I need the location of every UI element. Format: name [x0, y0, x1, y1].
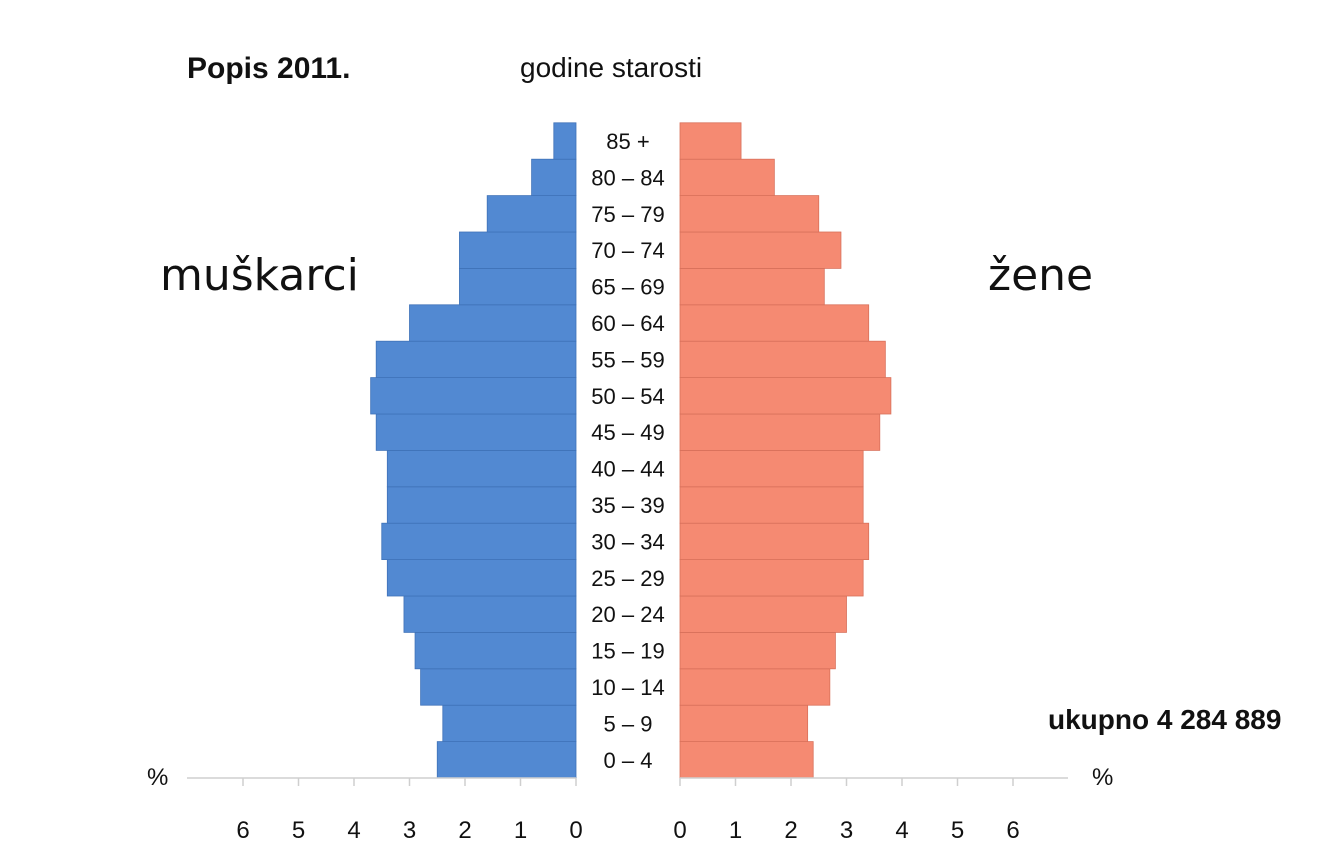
male-bar-7	[386, 486, 577, 524]
female-bar-10	[679, 377, 892, 415]
age-label-2: 10 – 14	[591, 675, 664, 700]
male-bar-8	[386, 449, 577, 488]
age-label-17: 85 +	[606, 129, 649, 154]
female-bar-6	[679, 522, 870, 561]
male-bar-2	[420, 668, 577, 706]
age-label-16: 80 – 84	[591, 165, 664, 190]
male-bar-0	[436, 741, 577, 779]
male-bar-11	[375, 340, 577, 379]
tick-label-left-3: 3	[403, 817, 416, 844]
tick-label-right-2: 2	[784, 817, 797, 844]
unit-label-right: %	[1092, 764, 1114, 791]
male-label: muškarci	[160, 250, 359, 301]
tick-label-left-0: 0	[569, 817, 582, 844]
age-label-15: 75 – 79	[591, 202, 664, 227]
female-bar-5	[679, 559, 864, 597]
female-bar-14	[679, 231, 842, 269]
age-label-12: 60 – 64	[591, 311, 664, 336]
age-label-1: 5 – 9	[604, 711, 653, 736]
age-label-11: 55 – 59	[591, 347, 664, 372]
tick-label-right-5: 5	[951, 817, 964, 844]
tick-label-right-4: 4	[895, 817, 908, 844]
female-bar-8	[679, 449, 864, 488]
female-bar-1	[679, 704, 809, 743]
age-label-5: 25 – 29	[591, 566, 664, 591]
age-label-8: 40 – 44	[591, 457, 664, 482]
tick-label-left-6: 6	[236, 817, 249, 844]
age-label-6: 30 – 34	[591, 529, 664, 554]
male-bar-16	[531, 158, 577, 196]
male-bar-6	[381, 522, 577, 561]
tick-label-right-3: 3	[840, 817, 853, 844]
female-bar-17	[679, 122, 742, 160]
female-bar-15	[679, 195, 820, 233]
female-bar-9	[679, 413, 881, 451]
male-bar-4	[403, 595, 577, 633]
chart-title: Popis 2011.	[187, 52, 351, 85]
female-bar-11	[679, 340, 886, 379]
tick-label-left-1: 1	[514, 817, 527, 844]
female-bar-2	[679, 668, 831, 706]
female-bar-7	[679, 486, 864, 524]
age-label-10: 50 – 54	[591, 384, 664, 409]
tick-label-left-2: 2	[458, 817, 471, 844]
age-axis-title: godine starosti	[520, 52, 703, 83]
age-label-0: 0 – 4	[604, 748, 653, 773]
age-label-14: 70 – 74	[591, 238, 664, 263]
tick-label-left-4: 4	[347, 817, 360, 844]
male-bar-1	[442, 704, 577, 743]
female-bar-13	[679, 267, 825, 306]
unit-label-left: %	[147, 764, 169, 791]
female-bar-12	[679, 304, 870, 342]
total-population: ukupno 4 284 889	[1048, 704, 1282, 735]
male-bar-12	[409, 304, 577, 342]
female-bar-3	[679, 632, 836, 670]
female-bar-4	[679, 595, 847, 633]
tick-label-right-6: 6	[1006, 817, 1019, 844]
male-bar-5	[386, 559, 577, 597]
age-label-13: 65 – 69	[591, 275, 664, 300]
male-bar-13	[459, 267, 577, 306]
age-label-3: 15 – 19	[591, 639, 664, 664]
tick-label-right-1: 1	[729, 817, 742, 844]
female-label: žene	[988, 250, 1094, 301]
male-bar-14	[459, 231, 577, 269]
male-bar-15	[486, 195, 577, 233]
male-bar-10	[370, 377, 577, 415]
female-bar-0	[679, 741, 814, 779]
male-bar-17	[553, 122, 577, 160]
tick-label-right-0: 0	[673, 817, 686, 844]
age-label-7: 35 – 39	[591, 493, 664, 518]
age-label-9: 45 – 49	[591, 420, 664, 445]
female-bar-16	[679, 158, 775, 196]
age-label-4: 20 – 24	[591, 602, 664, 627]
tick-label-left-5: 5	[292, 817, 305, 844]
male-bar-9	[375, 413, 577, 451]
male-bar-3	[414, 632, 577, 670]
